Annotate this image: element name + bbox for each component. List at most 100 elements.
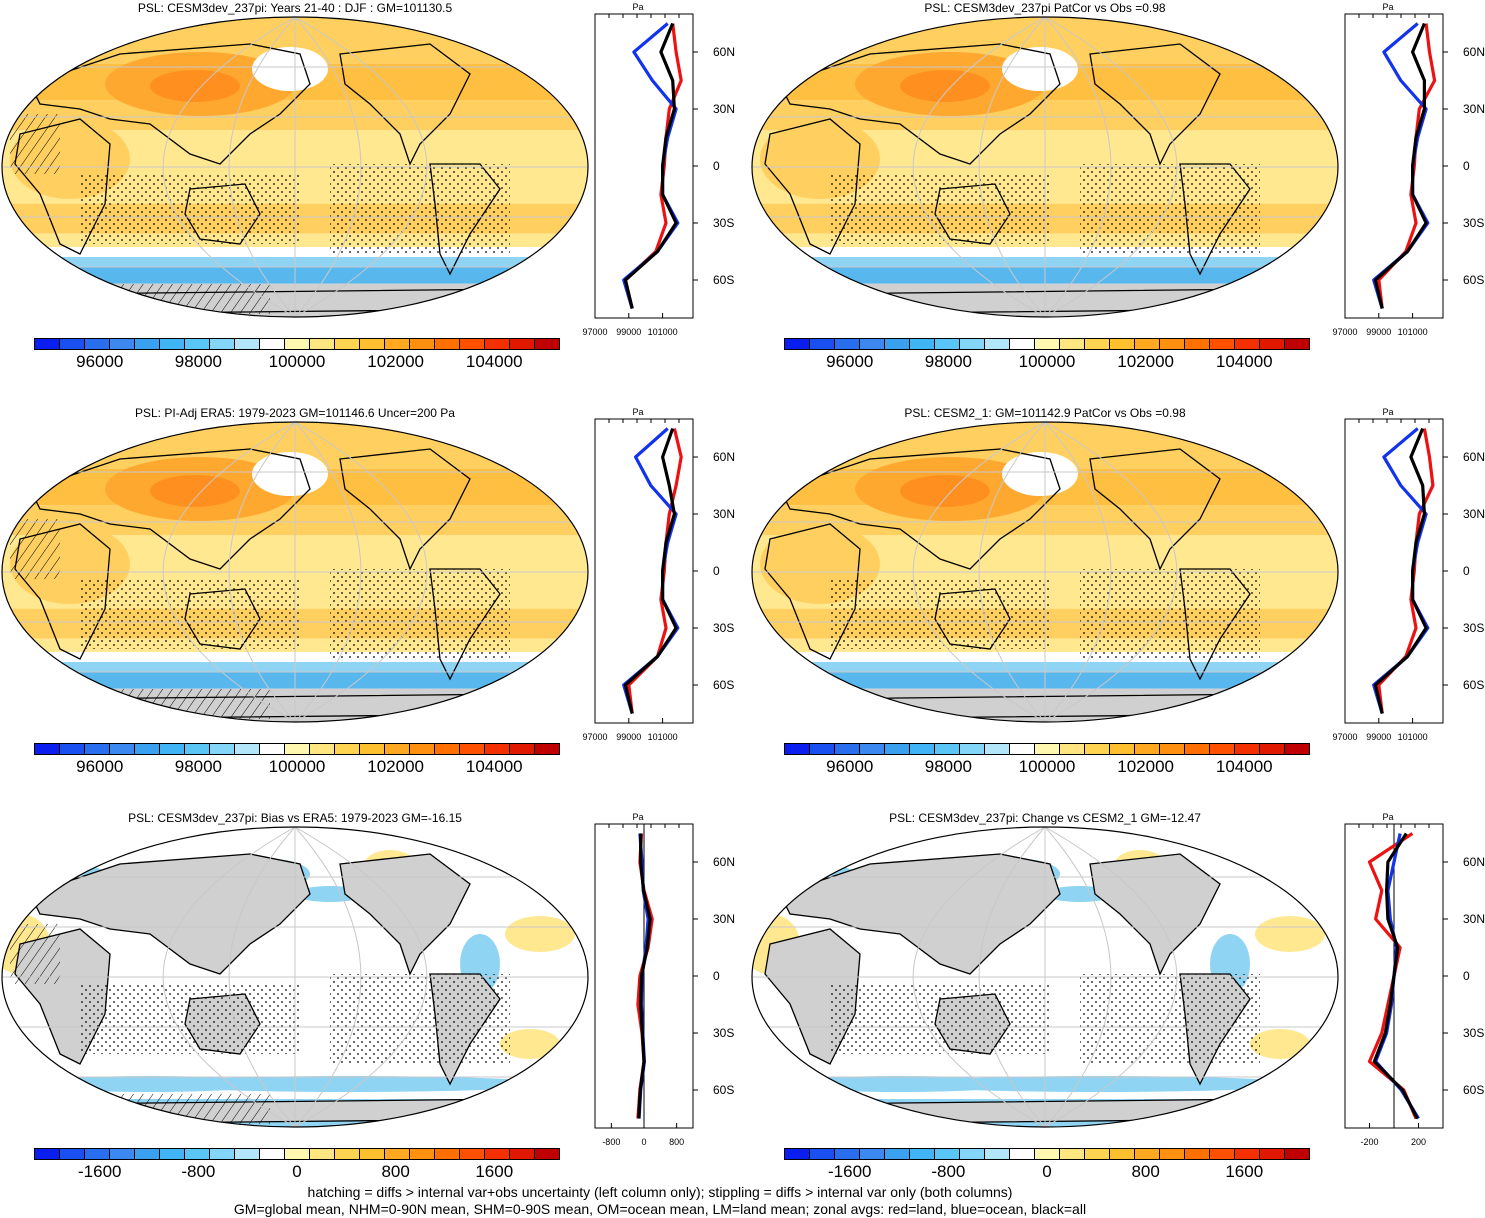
colorbar-tick-label: 102000 [367,757,424,776]
colorbar-swatch [1210,1149,1235,1159]
colorbar-swatch [535,1149,559,1159]
colorbar-swatch [135,744,160,754]
lat-tick-label: 60N [1463,45,1485,59]
hatching-region [120,689,270,719]
continent-outline [779,43,1061,165]
zonal-series-ocean [1373,833,1420,1120]
zonal-unit-label: Pa [632,2,643,12]
panel-mid-right: PSL: CESM2_1: GM=101142.9 PatCor vs Obs … [750,405,1485,805]
x-tick-label: -800 [602,1137,620,1147]
colorbar-swatch [1260,339,1285,349]
continent-outline [29,43,311,165]
colorbar-tick-label: 96000 [826,352,874,371]
colorbar-swatch [1035,1149,1060,1159]
colorbar-swatch [785,339,810,349]
x-tick-label: 99000 [616,327,641,337]
continent-outline [339,43,471,166]
x-tick-label: 97000 [1332,327,1357,337]
map-border [751,826,1339,1128]
map-plot [1,421,589,723]
colorbar-swatch [910,744,935,754]
colorbar-swatch [185,744,210,754]
aleutian-low [1002,47,1078,91]
stippling-region [80,984,300,1054]
colorbar-swatch [1210,339,1235,349]
colorbar-tick-label: 1600 [475,1162,514,1181]
continent-outline [779,853,1061,975]
colorbar-swatch [510,1149,535,1159]
colorbar-swatch [1160,1149,1185,1159]
zonal-mean-plot: Pa 60N 30N 0 30S 60S -200 200 [1344,812,1485,1147]
continent-outline [1089,43,1221,166]
colorbar [784,743,1310,755]
colorbar-tick-label: 102000 [1117,352,1174,371]
colorbar-swatch [185,339,210,349]
lat-tick-label: 30S [1463,621,1484,635]
zonal-unit-label: Pa [1382,812,1393,822]
map-plot [751,421,1339,723]
zonal-series-all [1373,22,1428,309]
map-plot [1,16,589,318]
panel-title: PSL: CESM3dev_237pi PatCor vs Obs =0.98 [924,1,1166,15]
positive-anomaly [1250,1029,1310,1059]
colorbar-swatch [310,1149,335,1159]
hatching-region [10,924,60,984]
colorbar-tick-label: 100000 [268,352,326,371]
map-border [751,421,1339,723]
zonal-plot-frame [1344,418,1444,724]
lat-tick-label: 30N [713,102,735,116]
colorbar-swatch [35,1149,60,1159]
x-tick-label: 99000 [1366,327,1391,337]
colorbar-swatch [860,744,885,754]
x-tick-label: -200 [1360,1137,1378,1147]
aleutian-low [252,452,328,496]
colorbar-tick-label: 96000 [76,757,124,776]
zonal-series-land [627,428,683,714]
x-tick-label: 97000 [582,327,607,337]
lat-tick-label: 0 [713,969,720,983]
colorbar-swatch [1060,339,1085,349]
x-tick-label: 101000 [1398,327,1428,337]
positive-anomaly [1255,916,1325,952]
colorbar-tick-label: -1600 [78,1162,122,1181]
colorbar-swatch [85,744,110,754]
lat-tick-label: 60S [713,1083,734,1097]
colorbar-swatch [235,1149,260,1159]
continent-outline [1089,853,1221,976]
colorbar-tick-label: 104000 [465,352,523,371]
colorbar-swatch [260,339,285,349]
colorbar-swatch [310,339,335,349]
colorbar-swatch [1010,744,1035,754]
colorbar-swatch [1285,744,1309,754]
colorbar-swatch [160,1149,185,1159]
colorbar-swatch [460,339,485,349]
aleutian-low [1002,452,1078,496]
footer-line-1: hatching = diffs > internal var+obs unce… [307,1184,1013,1200]
colorbar-swatch [360,1149,385,1159]
colorbar-swatch [785,1149,810,1159]
graticule [2,17,588,317]
continent-outline [764,523,861,660]
colorbar [34,1148,560,1160]
hatching-region [120,1094,270,1124]
colorbar-tick-label: -800 [181,1162,216,1181]
lat-tick-label: 30S [713,1026,734,1040]
colorbar-swatch [935,744,960,754]
zonal-unit-label: Pa [632,812,643,822]
colorbar-swatch [485,1149,510,1159]
x-tick-label: 101000 [1398,732,1428,742]
colorbar-swatch [1010,1149,1035,1159]
graticule [752,422,1338,722]
colorbar-swatch [935,1149,960,1159]
colorbar-swatch [535,744,559,754]
colorbar-tick-label: 800 [1131,1162,1160,1181]
map-border [1,421,589,723]
panel-top-right: PSL: CESM3dev_237pi PatCor vs Obs =0.98 9… [750,0,1485,400]
lat-tick-label: 30N [1463,102,1485,116]
colorbar-swatch [885,1149,910,1159]
panel-title: PSL: PI-Adj ERA5: 1979-2023 GM=101146.6 … [135,406,455,420]
colorbar-tick-label: 104000 [1215,352,1273,371]
continent-outline [779,448,1061,570]
hatching-region [120,284,270,314]
lat-tick-label: 30S [1463,216,1484,230]
